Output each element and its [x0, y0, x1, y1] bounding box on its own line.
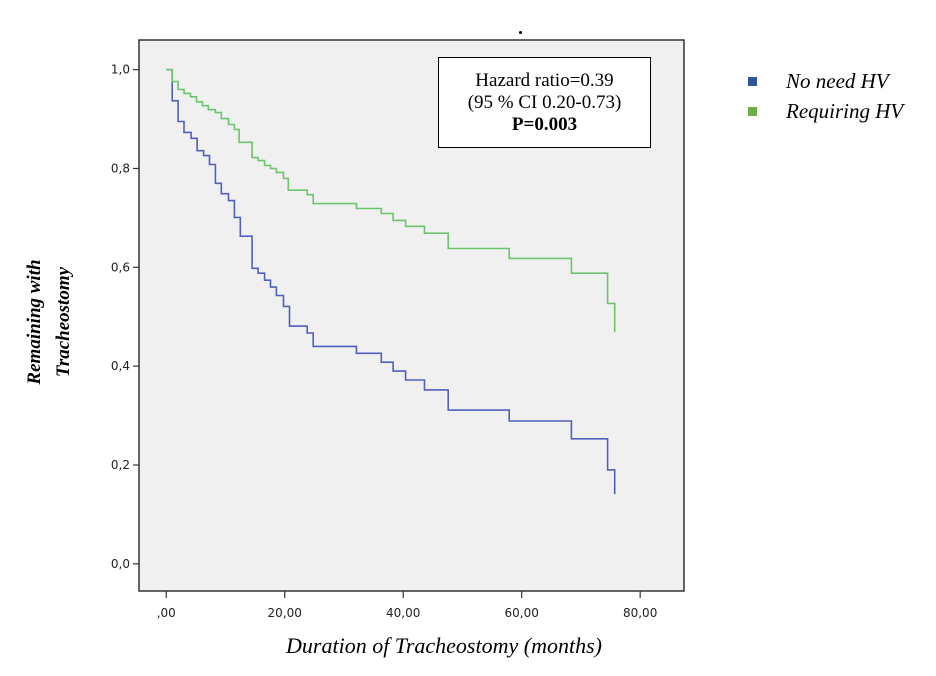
km-curve-no-need-hv: [166, 68, 616, 495]
hazard-ratio-annotation: Hazard ratio=0.39 (95 % CI 0.20-0.73) P=…: [438, 57, 651, 148]
y-tick-label: 0,6: [111, 260, 130, 274]
y-axis-title: Remaining with Tracheostomy: [24, 259, 74, 385]
y-tick-label: 0,8: [111, 161, 130, 175]
hazard-ratio-text: Hazard ratio=0.39: [475, 70, 614, 91]
legend-swatch-requiring-hv: [748, 106, 757, 116]
y-axis-title-line-2: Tracheostomy: [53, 266, 74, 377]
confidence-interval-text: (95 % CI 0.20-0.73): [467, 92, 622, 113]
legend-swatch-no-need-hv: [748, 76, 757, 86]
legend: No need HV Requiring HV: [748, 66, 903, 126]
x-tick-label: 40,00: [386, 606, 420, 620]
legend-item-requiring-hv: Requiring HV: [748, 96, 903, 126]
title-dot: [519, 31, 522, 34]
x-tick-label: 80,00: [623, 606, 657, 620]
x-tick-label: 20,00: [268, 606, 302, 620]
legend-label-requiring-hv: Requiring HV: [786, 98, 904, 123]
x-axis-title: Duration of Tracheostomy (months): [285, 633, 602, 658]
x-tick-label: ,00: [157, 606, 176, 620]
x-axis: ,00 20,00 40,00 60,00 80,00: [157, 591, 657, 620]
y-tick-label: 0,0: [111, 557, 130, 571]
p-value-text: P=0.003: [511, 114, 578, 135]
x-tick-label: 60,00: [505, 606, 539, 620]
km-curve-requiring-hv: [166, 68, 616, 333]
legend-item-no-need-hv: No need HV: [748, 66, 903, 96]
y-axis-title-line-1: Remaining with: [24, 259, 45, 385]
y-tick-label: 0,2: [111, 458, 130, 472]
series-layer: [166, 68, 616, 495]
legend-label-no-need-hv: No need HV: [786, 68, 889, 93]
y-axis: 0,0 0,2 0,4 0,6 0,8 1,0: [111, 63, 139, 571]
y-tick-label: 0,4: [111, 359, 130, 373]
y-tick-label: 1,0: [111, 63, 130, 77]
